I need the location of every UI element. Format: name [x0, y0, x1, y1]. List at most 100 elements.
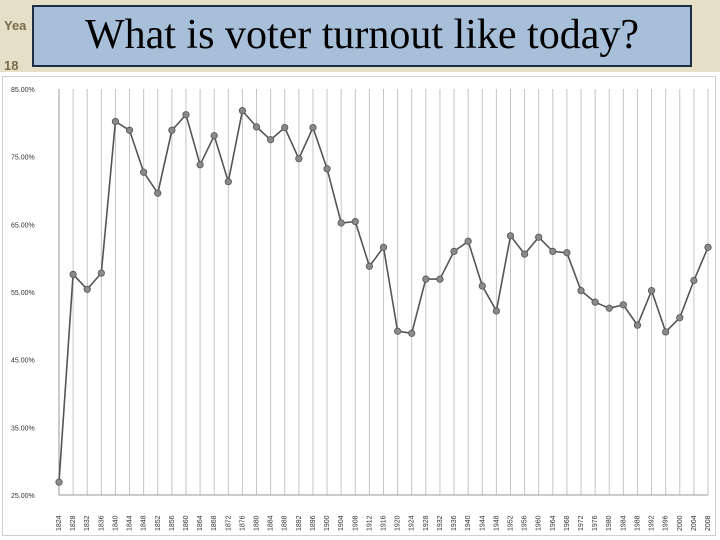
data-point	[252, 123, 261, 131]
data-point	[140, 168, 148, 176]
data-point	[563, 249, 571, 257]
x-tick-label: 1832	[84, 515, 91, 531]
x-tick-label: 1960	[536, 515, 543, 531]
x-tick-label: 1992	[649, 515, 656, 531]
data-point	[69, 270, 77, 279]
data-point	[281, 123, 289, 132]
data-point	[647, 287, 656, 295]
data-point	[267, 136, 275, 144]
x-tick-label: 1920	[395, 515, 402, 531]
data-point	[196, 161, 204, 169]
y-tick-label: 35.00%	[11, 425, 35, 432]
data-point	[55, 478, 63, 486]
data-point	[577, 287, 585, 295]
x-tick-label: 1940	[465, 515, 472, 531]
data-point	[535, 233, 543, 241]
chart-frame: 85.00% 75.00% 65.00% 55.00% 45.00% 35.00% 25.0…	[2, 76, 716, 536]
side-cue-top: Yea	[4, 18, 27, 33]
data-point	[365, 262, 373, 270]
data-point	[520, 250, 529, 258]
x-tick-label: 2004	[691, 515, 698, 531]
x-tick-label: 1996	[663, 515, 670, 531]
x-tick-label: 1968	[564, 515, 571, 531]
x-tick-label: 1836	[98, 515, 105, 531]
x-tick-label: 1952	[507, 515, 514, 531]
data-point	[154, 189, 162, 197]
x-tick-label: 1860	[183, 515, 190, 531]
x-tick-label: 1928	[423, 515, 430, 531]
x-tick-label: 1948	[493, 515, 500, 531]
x-tick-label: 1828	[70, 515, 77, 531]
x-tick-label: 1964	[550, 515, 557, 531]
y-tick-label: 65.00%	[11, 222, 35, 229]
x-tick-label: 1988	[634, 515, 641, 531]
y-tick-label: 85.00%	[11, 87, 35, 94]
data-point	[238, 107, 247, 115]
x-tick-label: 2008	[705, 515, 712, 531]
x-tick-label: 1900	[324, 515, 331, 531]
data-point	[309, 123, 317, 132]
data-point	[379, 243, 388, 251]
data-point	[619, 301, 627, 309]
data-point	[478, 282, 486, 290]
x-tick-label: 1924	[409, 515, 416, 531]
data-point	[224, 178, 232, 186]
x-tick-label: 1932	[437, 515, 444, 531]
x-tick-label: 1972	[578, 515, 585, 531]
title-banner: What is voter turnout like today?	[32, 5, 692, 67]
x-tick-label: 1824	[56, 515, 63, 531]
turnout-line-chart: 85.00% 75.00% 65.00% 55.00% 45.00% 35.00% 25.0…	[11, 87, 712, 531]
x-tick-label: 1868	[211, 515, 218, 531]
data-point	[351, 218, 359, 226]
data-point	[323, 165, 331, 173]
data-point	[506, 232, 515, 240]
x-tick-label: 1852	[155, 515, 162, 531]
x-tick-label: 1856	[169, 515, 176, 531]
x-tick-label: 1888	[282, 515, 289, 531]
data-point	[450, 247, 458, 255]
data-point	[549, 247, 557, 255]
data-point	[464, 237, 472, 245]
data-point	[182, 111, 190, 119]
x-tick-label: 1896	[310, 515, 317, 531]
data-point	[394, 327, 402, 335]
data-point	[662, 328, 670, 336]
x-tick-label: 1840	[112, 515, 119, 531]
x-tick-label: 1908	[352, 515, 359, 531]
data-point	[436, 275, 444, 283]
y-tick-label: 45.00%	[11, 358, 35, 365]
data-point	[111, 117, 120, 126]
x-tick-label: 1892	[296, 515, 303, 531]
data-point	[633, 321, 642, 329]
data-point	[422, 275, 430, 283]
x-tick-label: 1844	[127, 515, 134, 531]
y-tick-label: 55.00%	[11, 290, 35, 297]
data-point	[125, 126, 134, 134]
x-tick-label: 1984	[620, 515, 627, 531]
x-tick-label: 1980	[606, 515, 613, 531]
x-tick-label: 1864	[197, 515, 204, 531]
x-tick-label: 2000	[677, 515, 684, 531]
x-tick-label: 1976	[592, 515, 599, 531]
data-point	[168, 126, 176, 134]
data-point	[408, 329, 416, 337]
data-point	[605, 304, 613, 312]
data-point	[210, 132, 218, 140]
data-point	[83, 285, 91, 293]
x-tick-label: 1872	[225, 515, 232, 531]
data-point	[591, 298, 599, 306]
x-tick-label: 1848	[141, 515, 148, 531]
x-tick-label: 1880	[254, 515, 261, 531]
data-point	[97, 269, 105, 277]
x-tick-label: 1956	[522, 515, 529, 531]
data-point	[295, 155, 303, 163]
x-tick-label: 1904	[338, 515, 345, 531]
x-tick-label: 1884	[268, 515, 275, 531]
data-point	[690, 276, 698, 285]
x-tick-label: 1916	[381, 515, 388, 531]
data-point	[492, 307, 500, 315]
y-tick-label: 25.00%	[11, 493, 35, 500]
side-cue-bottom: 18	[4, 58, 19, 73]
y-tick-label: 75.00%	[11, 155, 35, 162]
x-tick-label: 1912	[366, 515, 373, 531]
